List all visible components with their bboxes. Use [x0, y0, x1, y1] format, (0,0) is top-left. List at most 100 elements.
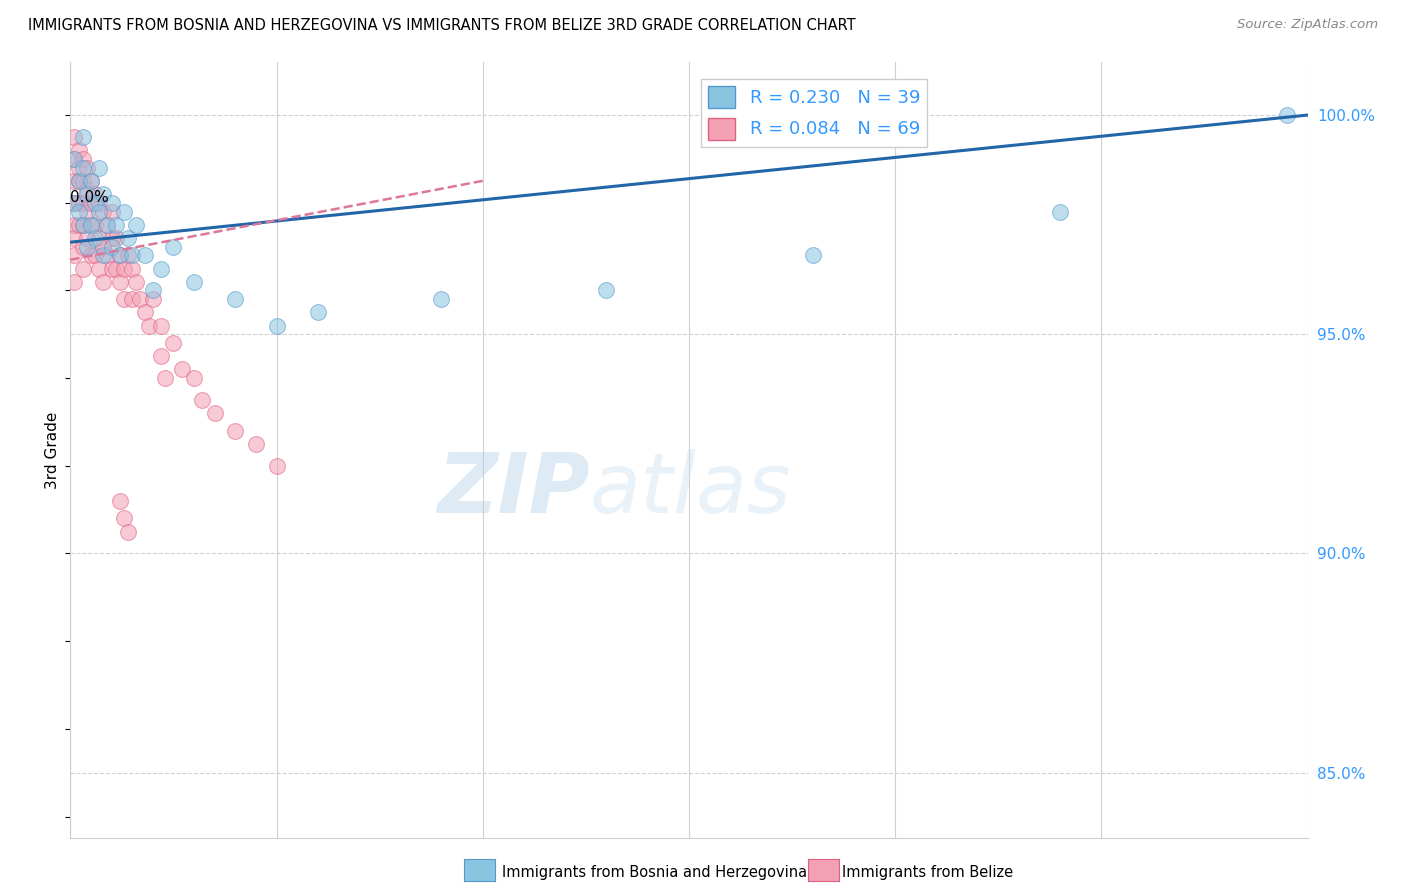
- Point: [108, 248, 131, 262]
- Point: [67, 143, 90, 157]
- Point: [76, 204, 98, 219]
- Point: [108, 275, 131, 289]
- Point: [134, 305, 156, 319]
- Point: [89, 231, 111, 245]
- Point: [76, 183, 98, 197]
- Point: [108, 494, 131, 508]
- Point: [1275, 108, 1298, 122]
- Point: [117, 524, 139, 539]
- Point: [84, 248, 107, 262]
- Point: [72, 130, 94, 145]
- Point: [67, 204, 90, 219]
- Point: [224, 292, 246, 306]
- Point: [121, 292, 143, 306]
- Point: [84, 195, 107, 210]
- Point: [104, 231, 127, 245]
- Point: [245, 437, 267, 451]
- Point: [595, 284, 617, 298]
- Point: [63, 174, 86, 188]
- Point: [112, 292, 135, 306]
- Point: [63, 231, 86, 245]
- Text: ZIP: ZIP: [437, 449, 591, 530]
- Point: [91, 239, 114, 253]
- Point: [96, 248, 118, 262]
- Text: Immigrants from Bosnia and Herzegovina: Immigrants from Bosnia and Herzegovina: [502, 865, 807, 880]
- Point: [80, 218, 103, 232]
- Point: [63, 152, 86, 166]
- Point: [150, 318, 173, 333]
- Point: [67, 218, 90, 232]
- Point: [72, 218, 94, 232]
- Point: [112, 261, 135, 276]
- Point: [63, 152, 86, 166]
- Point: [63, 195, 86, 210]
- Point: [162, 239, 184, 253]
- Point: [80, 248, 103, 262]
- Point: [150, 261, 173, 276]
- Point: [204, 406, 226, 420]
- Point: [112, 204, 135, 219]
- Point: [100, 195, 122, 210]
- Y-axis label: 3rd Grade: 3rd Grade: [45, 412, 60, 489]
- Point: [63, 248, 86, 262]
- Point: [72, 261, 94, 276]
- Text: IMMIGRANTS FROM BOSNIA AND HERZEGOVINA VS IMMIGRANTS FROM BELIZE 3RD GRADE CORRE: IMMIGRANTS FROM BOSNIA AND HERZEGOVINA V…: [28, 18, 856, 33]
- Point: [72, 152, 94, 166]
- Point: [72, 218, 94, 232]
- Point: [76, 161, 98, 175]
- Point: [183, 275, 205, 289]
- Point: [121, 261, 143, 276]
- Point: [183, 371, 205, 385]
- Point: [191, 392, 214, 407]
- Point: [112, 511, 135, 525]
- Point: [108, 248, 131, 262]
- Text: 0.0%: 0.0%: [70, 191, 110, 205]
- Point: [266, 458, 288, 473]
- Point: [67, 174, 90, 188]
- Point: [80, 218, 103, 232]
- Point: [89, 261, 111, 276]
- Point: [80, 195, 103, 210]
- Point: [89, 161, 111, 175]
- Point: [162, 336, 184, 351]
- Point: [63, 275, 86, 289]
- Point: [84, 218, 107, 232]
- Point: [142, 292, 165, 306]
- Point: [91, 204, 114, 219]
- Text: Immigrants from Belize: Immigrants from Belize: [842, 865, 1014, 880]
- Point: [84, 231, 107, 245]
- Point: [170, 362, 193, 376]
- Point: [104, 261, 127, 276]
- Point: [72, 161, 94, 175]
- Point: [430, 292, 453, 306]
- Point: [266, 318, 288, 333]
- Point: [142, 284, 165, 298]
- Point: [1049, 204, 1071, 219]
- Point: [67, 174, 90, 188]
- Point: [72, 195, 94, 210]
- Point: [307, 305, 329, 319]
- Point: [96, 218, 118, 232]
- Point: [89, 204, 111, 219]
- Point: [150, 349, 173, 363]
- Point: [63, 130, 86, 145]
- Point: [125, 275, 148, 289]
- Point: [80, 174, 103, 188]
- Point: [117, 248, 139, 262]
- Point: [125, 218, 148, 232]
- Point: [134, 248, 156, 262]
- Point: [100, 261, 122, 276]
- Point: [76, 186, 98, 201]
- Point: [89, 195, 111, 210]
- Point: [117, 231, 139, 245]
- Point: [84, 186, 107, 201]
- Point: [76, 231, 98, 245]
- Point: [80, 174, 103, 188]
- Point: [224, 424, 246, 438]
- Point: [153, 371, 176, 385]
- Point: [91, 248, 114, 262]
- Point: [801, 248, 824, 262]
- Text: atlas: atlas: [591, 449, 792, 530]
- Point: [72, 239, 94, 253]
- Point: [63, 195, 86, 210]
